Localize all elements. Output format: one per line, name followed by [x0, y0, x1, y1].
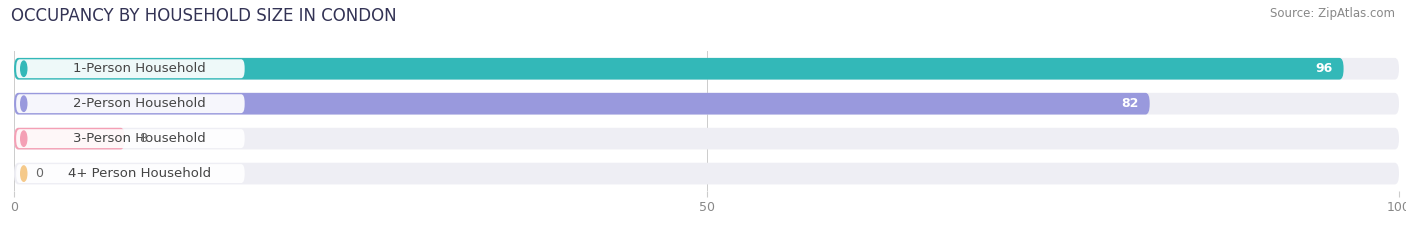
Text: 2-Person Household: 2-Person Household [73, 97, 205, 110]
FancyBboxPatch shape [15, 94, 245, 113]
FancyBboxPatch shape [14, 93, 1399, 115]
FancyBboxPatch shape [15, 59, 245, 78]
FancyBboxPatch shape [14, 58, 1399, 80]
Text: Source: ZipAtlas.com: Source: ZipAtlas.com [1270, 7, 1395, 20]
FancyBboxPatch shape [14, 128, 1399, 150]
Text: OCCUPANCY BY HOUSEHOLD SIZE IN CONDON: OCCUPANCY BY HOUSEHOLD SIZE IN CONDON [11, 7, 396, 25]
FancyBboxPatch shape [15, 129, 245, 148]
FancyBboxPatch shape [14, 93, 1150, 115]
Text: 96: 96 [1315, 62, 1333, 75]
Text: 1-Person Household: 1-Person Household [73, 62, 205, 75]
FancyBboxPatch shape [14, 58, 1344, 80]
Text: 3-Person Household: 3-Person Household [73, 132, 205, 145]
Text: 4+ Person Household: 4+ Person Household [67, 167, 211, 180]
Circle shape [21, 96, 27, 111]
Text: 82: 82 [1121, 97, 1139, 110]
Circle shape [21, 131, 27, 146]
FancyBboxPatch shape [14, 163, 1399, 185]
Circle shape [21, 61, 27, 76]
Text: 0: 0 [35, 167, 42, 180]
Text: 8: 8 [139, 132, 146, 145]
FancyBboxPatch shape [14, 128, 125, 150]
FancyBboxPatch shape [15, 164, 245, 183]
Circle shape [21, 166, 27, 181]
